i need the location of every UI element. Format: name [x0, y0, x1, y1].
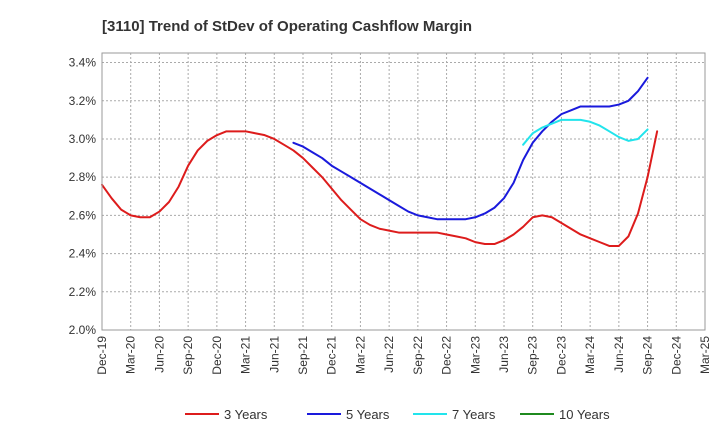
- y-tick-label: 3.2%: [69, 94, 97, 108]
- x-tick-label: Mar-24: [583, 336, 597, 374]
- x-tick-label: Sep-20: [181, 336, 195, 375]
- x-tick-label: Mar-20: [124, 336, 138, 374]
- x-tick-label: Sep-21: [296, 336, 310, 375]
- x-tick-label: Jun-24: [612, 336, 626, 373]
- legend-label: 7 Years: [452, 407, 496, 422]
- x-tick-label: Sep-22: [411, 336, 425, 375]
- legend-label: 10 Years: [559, 407, 610, 422]
- x-tick-label: Dec-22: [440, 336, 454, 375]
- legend: 3 Years 5 Years 7 Years 10 Years: [185, 407, 610, 422]
- y-tick-label: 2.6%: [69, 208, 97, 222]
- x-tick-label: Dec-20: [210, 336, 224, 375]
- x-tick-label: Sep-23: [526, 336, 540, 375]
- series-line-3-years: [101, 130, 659, 247]
- series-lines: [101, 76, 659, 247]
- grid: [102, 53, 705, 330]
- y-tick-label: 2.0%: [69, 323, 97, 337]
- x-tick-label: Jun-21: [267, 336, 281, 373]
- plot-frame: [101, 52, 706, 331]
- chart-title: [3110] Trend of StDev of Operating Cashf…: [102, 18, 472, 35]
- x-tick-label: Jun-20: [152, 336, 166, 373]
- y-axis-ticks: 2.0% 2.2% 2.4% 2.6% 2.8% 3.0% 3.2% 3.4%: [69, 56, 97, 337]
- x-tick-label: Jun-23: [497, 336, 511, 373]
- x-tick-label: Jun-22: [382, 336, 396, 373]
- series-line-7-years: [522, 118, 649, 146]
- x-tick-label: Dec-21: [325, 336, 339, 375]
- x-tick-label: Sep-24: [641, 336, 655, 375]
- x-axis-ticks: Dec-19 Mar-20 Jun-20 Sep-20 Dec-20 Mar-21 Jun-…: [95, 336, 712, 375]
- y-tick-label: 2.4%: [69, 247, 97, 261]
- x-tick-label: Dec-24: [669, 336, 683, 375]
- x-tick-label: Mar-25: [698, 336, 712, 374]
- legend-label: 5 Years: [346, 407, 390, 422]
- x-tick-label: Mar-22: [353, 336, 367, 374]
- series-line-5-years: [292, 76, 649, 221]
- y-tick-label: 2.8%: [69, 170, 97, 184]
- y-tick-label: 3.4%: [69, 56, 97, 70]
- x-tick-label: Dec-23: [554, 336, 568, 375]
- x-tick-label: Dec-19: [95, 336, 109, 375]
- x-tick-label: Mar-21: [239, 336, 253, 374]
- x-tick-label: Mar-23: [468, 336, 482, 374]
- y-tick-label: 2.2%: [69, 285, 97, 299]
- legend-label: 3 Years: [224, 407, 268, 422]
- y-tick-label: 3.0%: [69, 132, 97, 146]
